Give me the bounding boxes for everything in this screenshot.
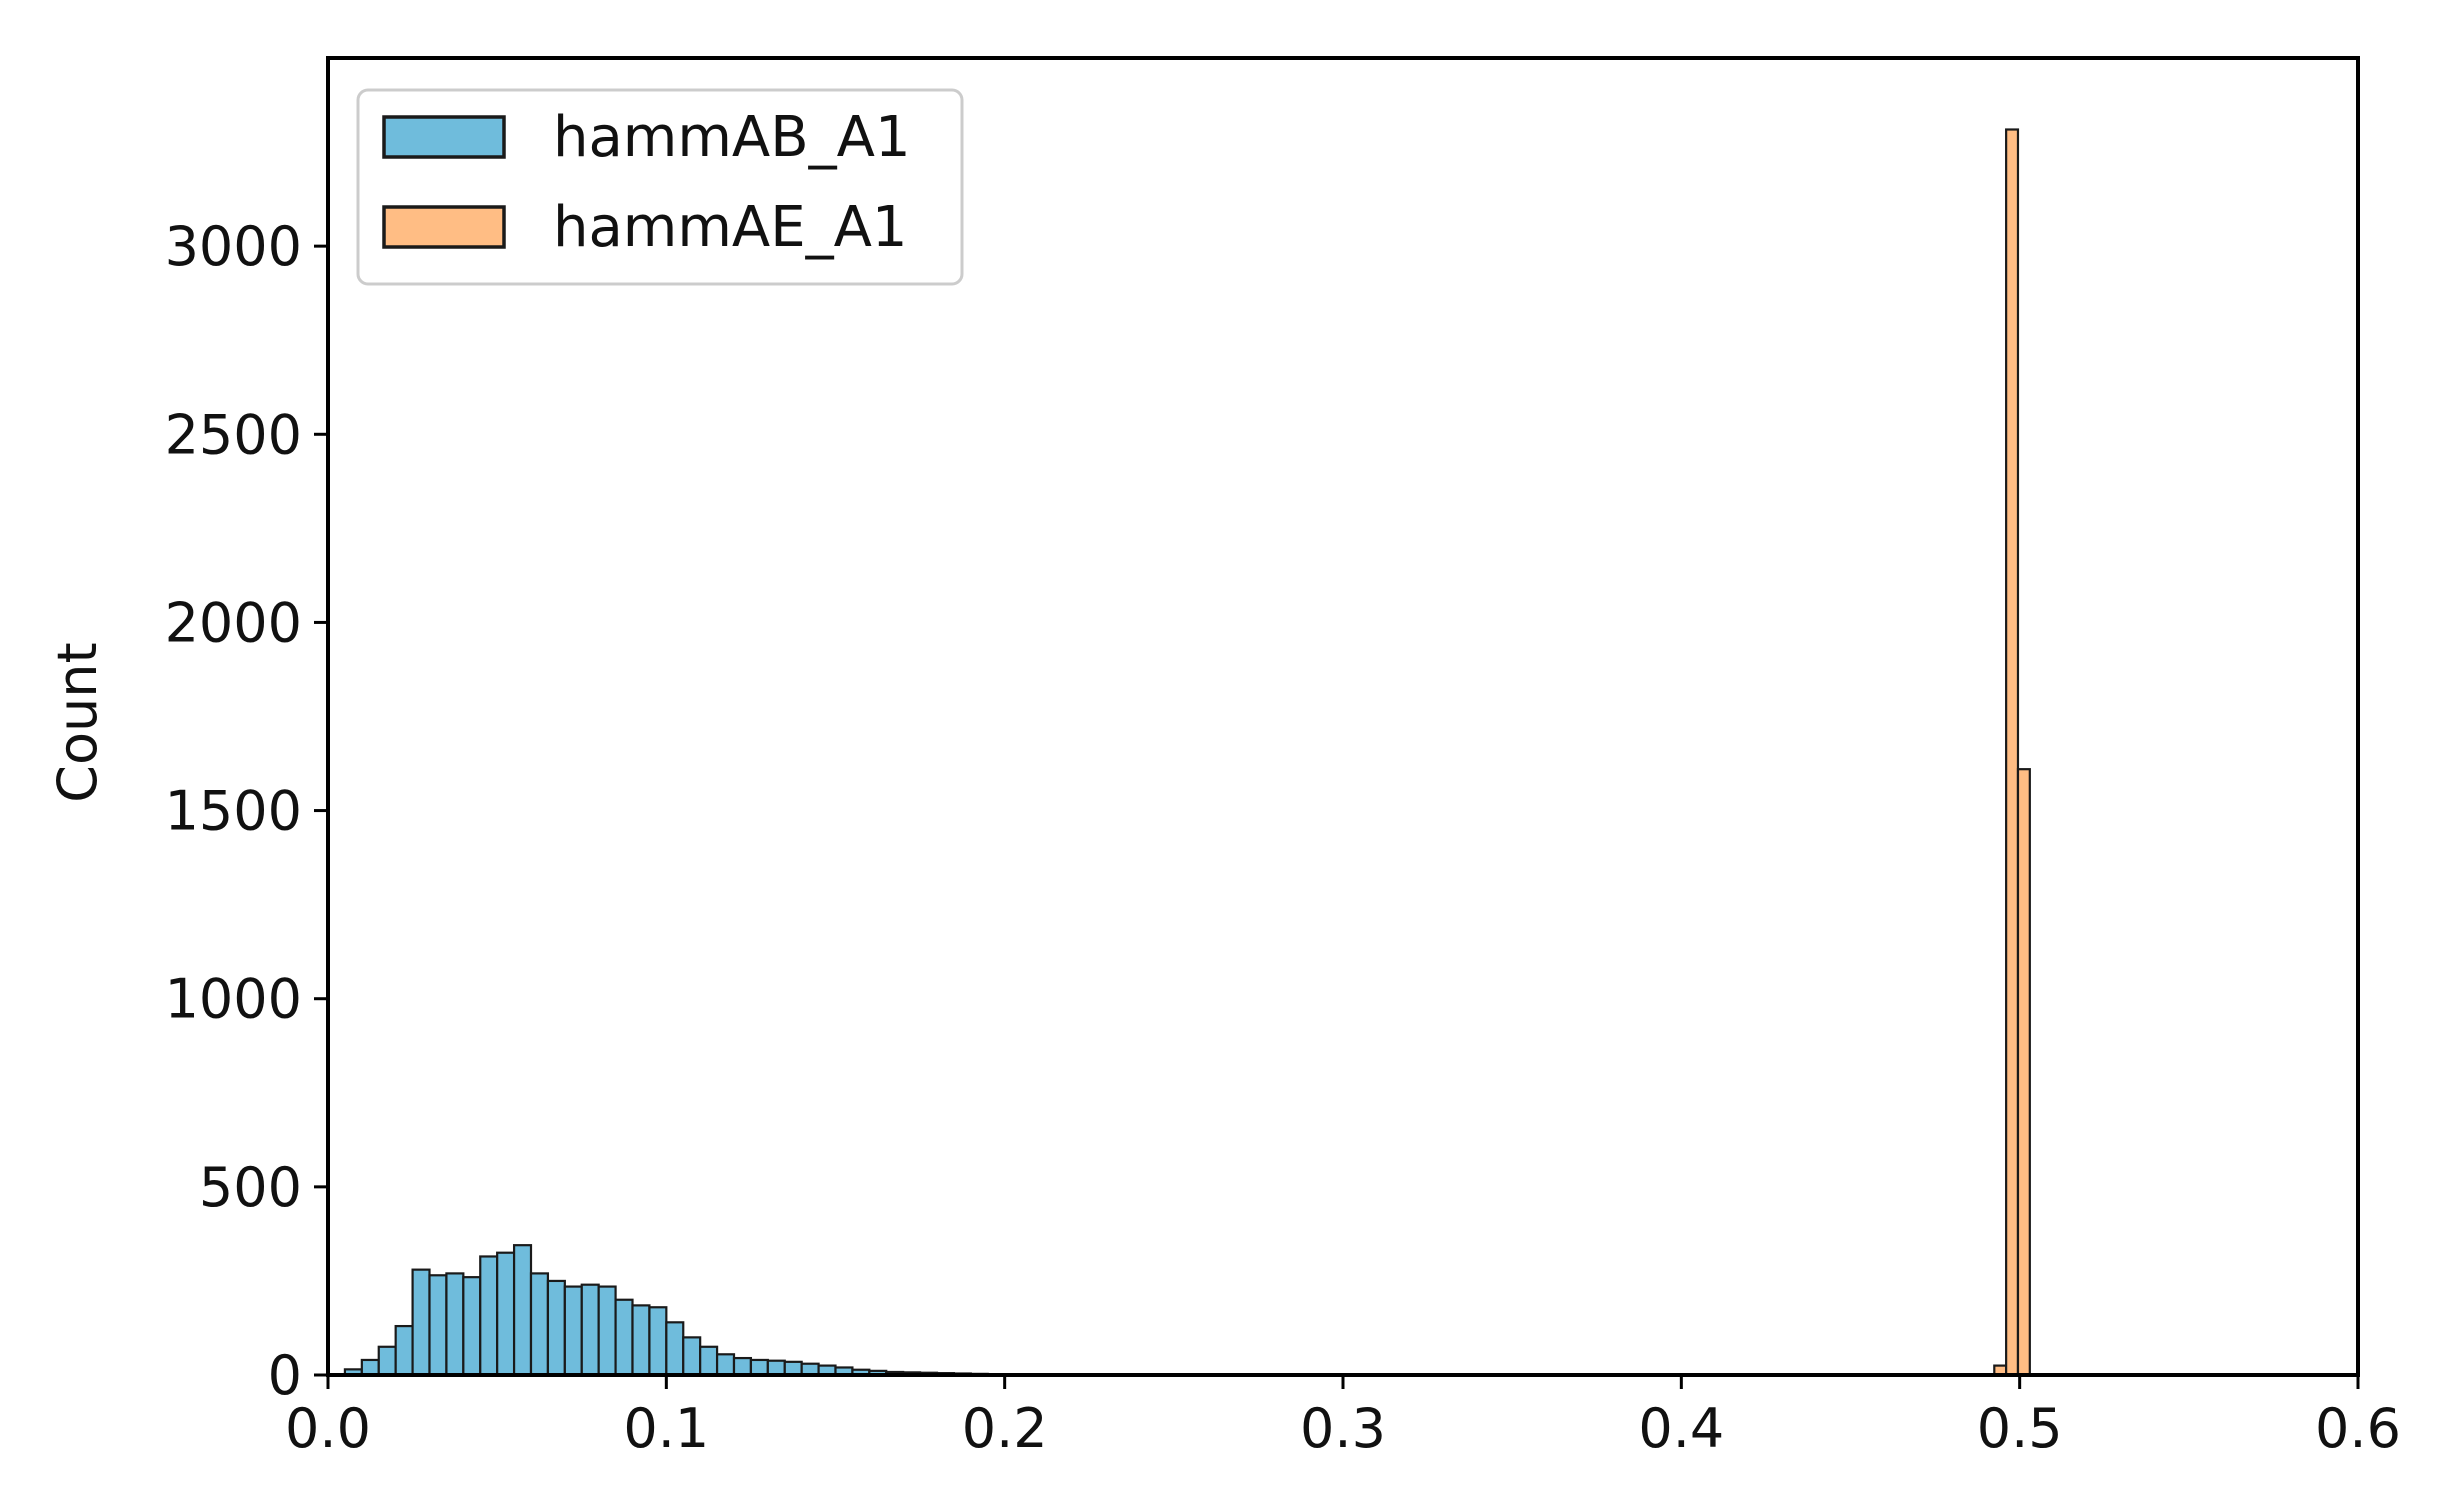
legend-label-hammAE_A1: hammAE_A1	[553, 195, 908, 260]
series-hammAE_A1	[1993, 128, 2031, 1377]
x-tick-label-6: 0.6	[2315, 1397, 2401, 1460]
y-tick-label-1: 500	[199, 1156, 302, 1219]
bar-hammAB_A1-4	[411, 1268, 431, 1377]
bars-layer	[343, 128, 2031, 1377]
bar-hammAB_A1-17	[631, 1304, 651, 1377]
bar-hammAB_A1-8	[479, 1255, 499, 1377]
y-tick-label-6: 3000	[165, 215, 302, 278]
bar-hammAB_A1-22	[715, 1353, 736, 1377]
bar-hammAB_A1-20	[682, 1336, 702, 1377]
x-tick-label-0: 0.0	[285, 1397, 371, 1460]
x-tick-label-1: 0.1	[623, 1397, 709, 1460]
bar-hammAE_A1-2	[2016, 768, 2031, 1377]
legend-swatch-hammAB_A1	[382, 115, 506, 159]
bar-hammAB_A1-9	[496, 1251, 516, 1377]
legend-swatch-hammAE_A1	[382, 205, 506, 249]
y-tick-label-0: 0	[268, 1344, 302, 1407]
x-tick-label-3: 0.3	[1300, 1397, 1386, 1460]
y-tick-label-5: 2500	[165, 403, 302, 466]
bar-hammAE_A1-1	[2005, 128, 2020, 1377]
y-tick-label-2: 1000	[165, 968, 302, 1031]
x-tick-label-5: 0.5	[1977, 1397, 2063, 1460]
bar-hammAB_A1-25	[766, 1359, 786, 1377]
x-axis: 0.0 0.1 0.2 0.3 0.4 0.5 0.6	[285, 1375, 2401, 1460]
bar-hammAB_A1-1	[360, 1358, 380, 1377]
bar-hammAB_A1-10	[512, 1244, 533, 1377]
bar-hammAB_A1-16	[614, 1298, 634, 1377]
x-tick-label-4: 0.4	[1638, 1397, 1724, 1460]
bar-hammAB_A1-19	[665, 1321, 685, 1377]
bar-hammAB_A1-18	[648, 1306, 668, 1377]
bar-hammAB_A1-24	[749, 1358, 769, 1377]
series-hammAB_A1	[343, 1244, 1074, 1377]
y-tick-label-3: 1500	[165, 780, 302, 843]
legend: hammAB_A1 hammAE_A1	[356, 88, 964, 286]
bar-hammAB_A1-11	[529, 1272, 550, 1377]
bar-hammAB_A1-5	[428, 1274, 448, 1377]
bar-hammAB_A1-6	[445, 1272, 465, 1377]
bar-hammAB_A1-2	[377, 1345, 397, 1377]
bar-hammAB_A1-7	[462, 1276, 482, 1377]
bar-hammAB_A1-14	[580, 1283, 600, 1377]
bar-hammAB_A1-23	[732, 1356, 753, 1377]
x-tick-label-2: 0.2	[962, 1397, 1048, 1460]
legend-label-hammAB_A1: hammAB_A1	[553, 105, 911, 170]
bar-hammAB_A1-3	[394, 1324, 414, 1377]
y-tick-label-4: 2000	[165, 591, 302, 654]
bar-hammAB_A1-15	[597, 1285, 617, 1377]
bar-hammAB_A1-12	[546, 1279, 566, 1377]
legend-frame	[356, 88, 964, 286]
y-axis-label: Count	[46, 642, 109, 802]
bar-hammAB_A1-13	[563, 1285, 583, 1377]
y-axis: 0 500 1000 1500 2000 2500 3000	[165, 215, 328, 1407]
bar-hammAB_A1-21	[699, 1345, 719, 1377]
